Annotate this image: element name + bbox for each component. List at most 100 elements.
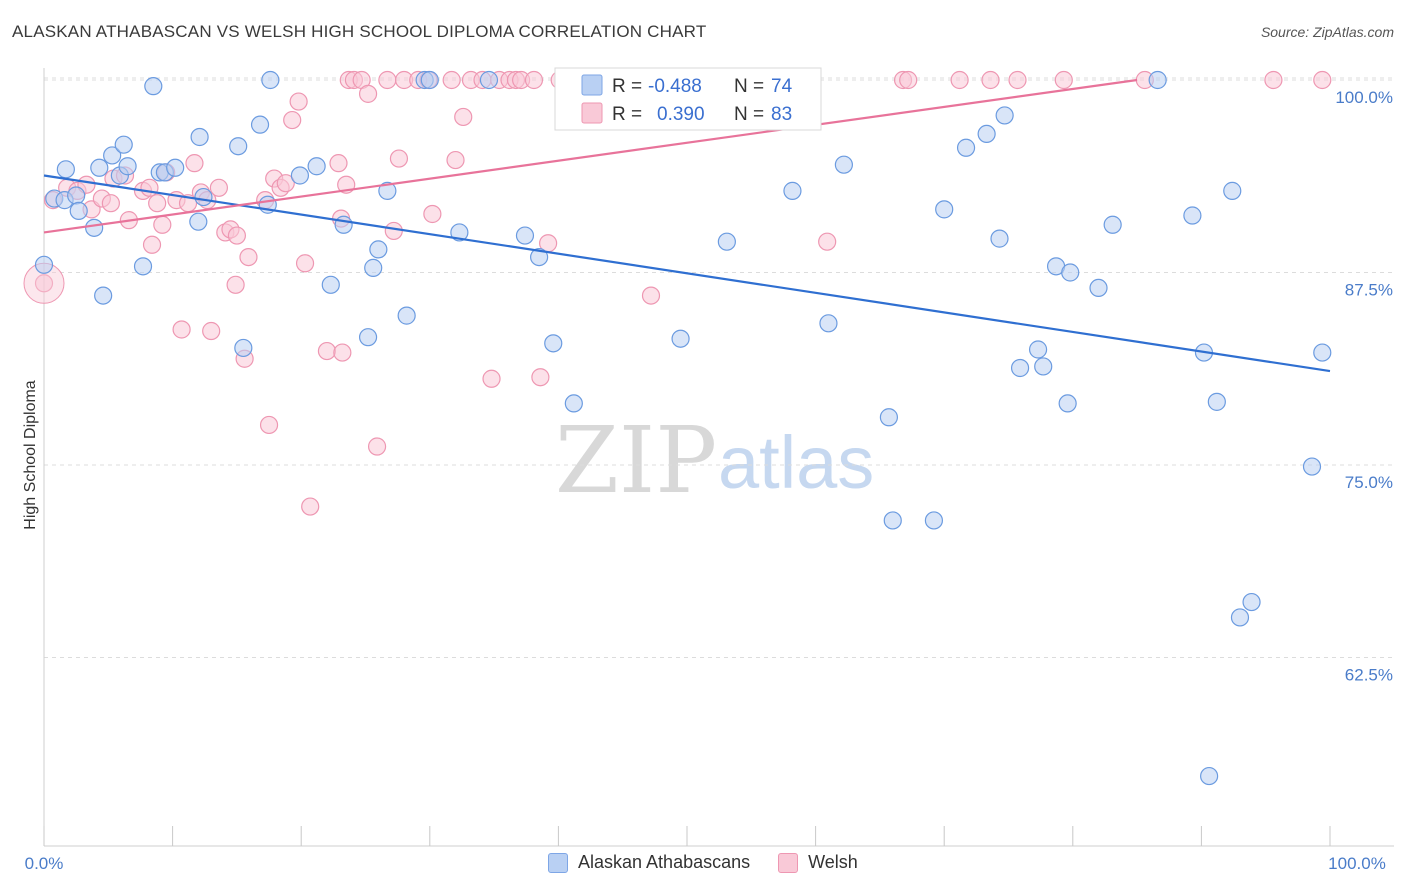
athabascan-point	[1223, 181, 1242, 200]
legend-swatch-blue	[581, 74, 603, 96]
series-legend: Alaskan Athabascans Welsh	[548, 852, 858, 873]
athabascan-point	[94, 286, 113, 305]
athabascan-point	[166, 158, 185, 177]
legend-r-label-2: R =	[612, 104, 642, 125]
athabascan-point	[515, 226, 535, 245]
athabascan-point	[1313, 343, 1332, 362]
welsh-point	[202, 321, 221, 341]
y-tick-label: 62.5%	[1345, 666, 1393, 685]
welsh-point	[317, 341, 337, 361]
watermark-atlas: atlas	[718, 421, 874, 504]
athabascan-point	[977, 124, 996, 143]
athabascan-point	[229, 137, 248, 156]
athabascan-point	[69, 201, 88, 220]
athabascan-point	[883, 511, 902, 530]
legend-swatch-welsh	[778, 852, 799, 873]
athabascan-point	[118, 157, 137, 176]
athabascan-point	[935, 200, 954, 219]
athabascan-point	[85, 218, 104, 237]
welsh-point	[333, 343, 352, 362]
welsh-point	[1008, 70, 1027, 90]
welsh-point	[454, 107, 473, 127]
welsh-point	[295, 254, 315, 273]
welsh-point	[185, 154, 204, 173]
athabascan-point	[924, 511, 944, 530]
athabascan-point	[397, 306, 416, 325]
correlation-legend: R = -0.488 N = 74 R = 0.390 N = 83	[554, 67, 822, 131]
welsh-point	[209, 178, 228, 197]
legend-label-athabascans: Alaskan Athabascans	[578, 852, 751, 872]
legend-label-welsh: Welsh	[808, 852, 858, 872]
athabascan-point	[369, 240, 388, 259]
athabascan-point	[144, 77, 163, 96]
welsh-point	[641, 286, 661, 305]
athabascan-point	[1302, 457, 1322, 476]
athabascan-point	[544, 334, 563, 353]
y-tick-labels: 62.5% 75.0% 87.5% 100.0%	[1335, 88, 1393, 685]
legend-r-value-2: 0.390	[657, 104, 705, 125]
athabascan-point	[90, 158, 109, 177]
legend-n-value-2: 83	[771, 104, 792, 125]
welsh-point	[1054, 70, 1073, 90]
welsh-point	[367, 437, 387, 456]
athabascan-point	[234, 338, 253, 358]
legend-n-label-1: N =	[734, 76, 764, 97]
legend-n-label-2: N =	[734, 104, 764, 125]
y-tick-label: 75.0%	[1345, 473, 1393, 492]
x-tick-label-100: 100.0%	[1328, 854, 1386, 873]
welsh-point	[531, 368, 550, 387]
athabascan-point	[114, 135, 133, 154]
welsh-point	[239, 248, 258, 267]
athabascan-point	[1103, 215, 1122, 234]
welsh-point	[329, 154, 348, 173]
athabascan-point	[133, 257, 153, 276]
welsh-point	[289, 92, 308, 111]
athabascan-point	[956, 138, 976, 157]
athabascan-point	[1061, 263, 1080, 282]
athabascan-point	[34, 255, 54, 274]
welsh-point	[446, 150, 465, 170]
athabascan-point	[1230, 608, 1250, 627]
welsh-point	[981, 70, 1000, 90]
athabascan-point	[290, 166, 310, 185]
athabascan-point	[834, 155, 853, 174]
source-credit: Source: ZipAtlas.com	[1260, 24, 1394, 40]
athabascan-point	[67, 186, 86, 205]
welsh-point	[442, 70, 461, 90]
athabascan-point	[990, 229, 1009, 248]
welsh-point	[34, 274, 54, 293]
welsh-point	[818, 232, 837, 251]
athabascan-point	[564, 394, 583, 413]
welsh-point	[358, 84, 378, 103]
welsh-point	[140, 178, 159, 197]
welsh-trend-line	[43, 78, 1138, 234]
chart-title: ALASKAN ATHABASCAN VS WELSH HIGH SCHOOL …	[12, 22, 707, 41]
athabascan-point	[1183, 206, 1202, 225]
legend-r-value-1: -0.488	[648, 76, 702, 97]
athabascan-point	[250, 115, 270, 134]
welsh-point	[482, 369, 501, 388]
welsh-point	[423, 204, 442, 224]
athabascan-point	[420, 70, 439, 90]
athabascan-point	[56, 160, 75, 179]
legend-n-value-1: 74	[771, 76, 793, 97]
legend-swatch-pink	[581, 102, 603, 124]
legend-item-athabascans: Alaskan Athabascans	[548, 852, 750, 873]
welsh-point	[148, 194, 167, 213]
athabascan-point	[194, 187, 213, 207]
athabascan-point	[190, 127, 209, 147]
athabascan-trend-line	[43, 174, 1331, 373]
welsh-point	[283, 110, 302, 130]
athabascan-point	[1028, 340, 1048, 359]
athabascan-point	[450, 223, 469, 242]
gridlines	[44, 77, 1394, 658]
y-tick-label: 100.0%	[1335, 88, 1393, 107]
athabascan-point	[378, 181, 397, 200]
welsh-point	[276, 174, 295, 193]
athabascan-point	[1089, 278, 1108, 297]
welsh-point	[172, 320, 191, 339]
athabascan-point	[995, 106, 1014, 125]
welsh-point	[301, 497, 320, 516]
athabascan-point	[1058, 394, 1077, 413]
legend-swatch-athabascans	[548, 852, 568, 873]
